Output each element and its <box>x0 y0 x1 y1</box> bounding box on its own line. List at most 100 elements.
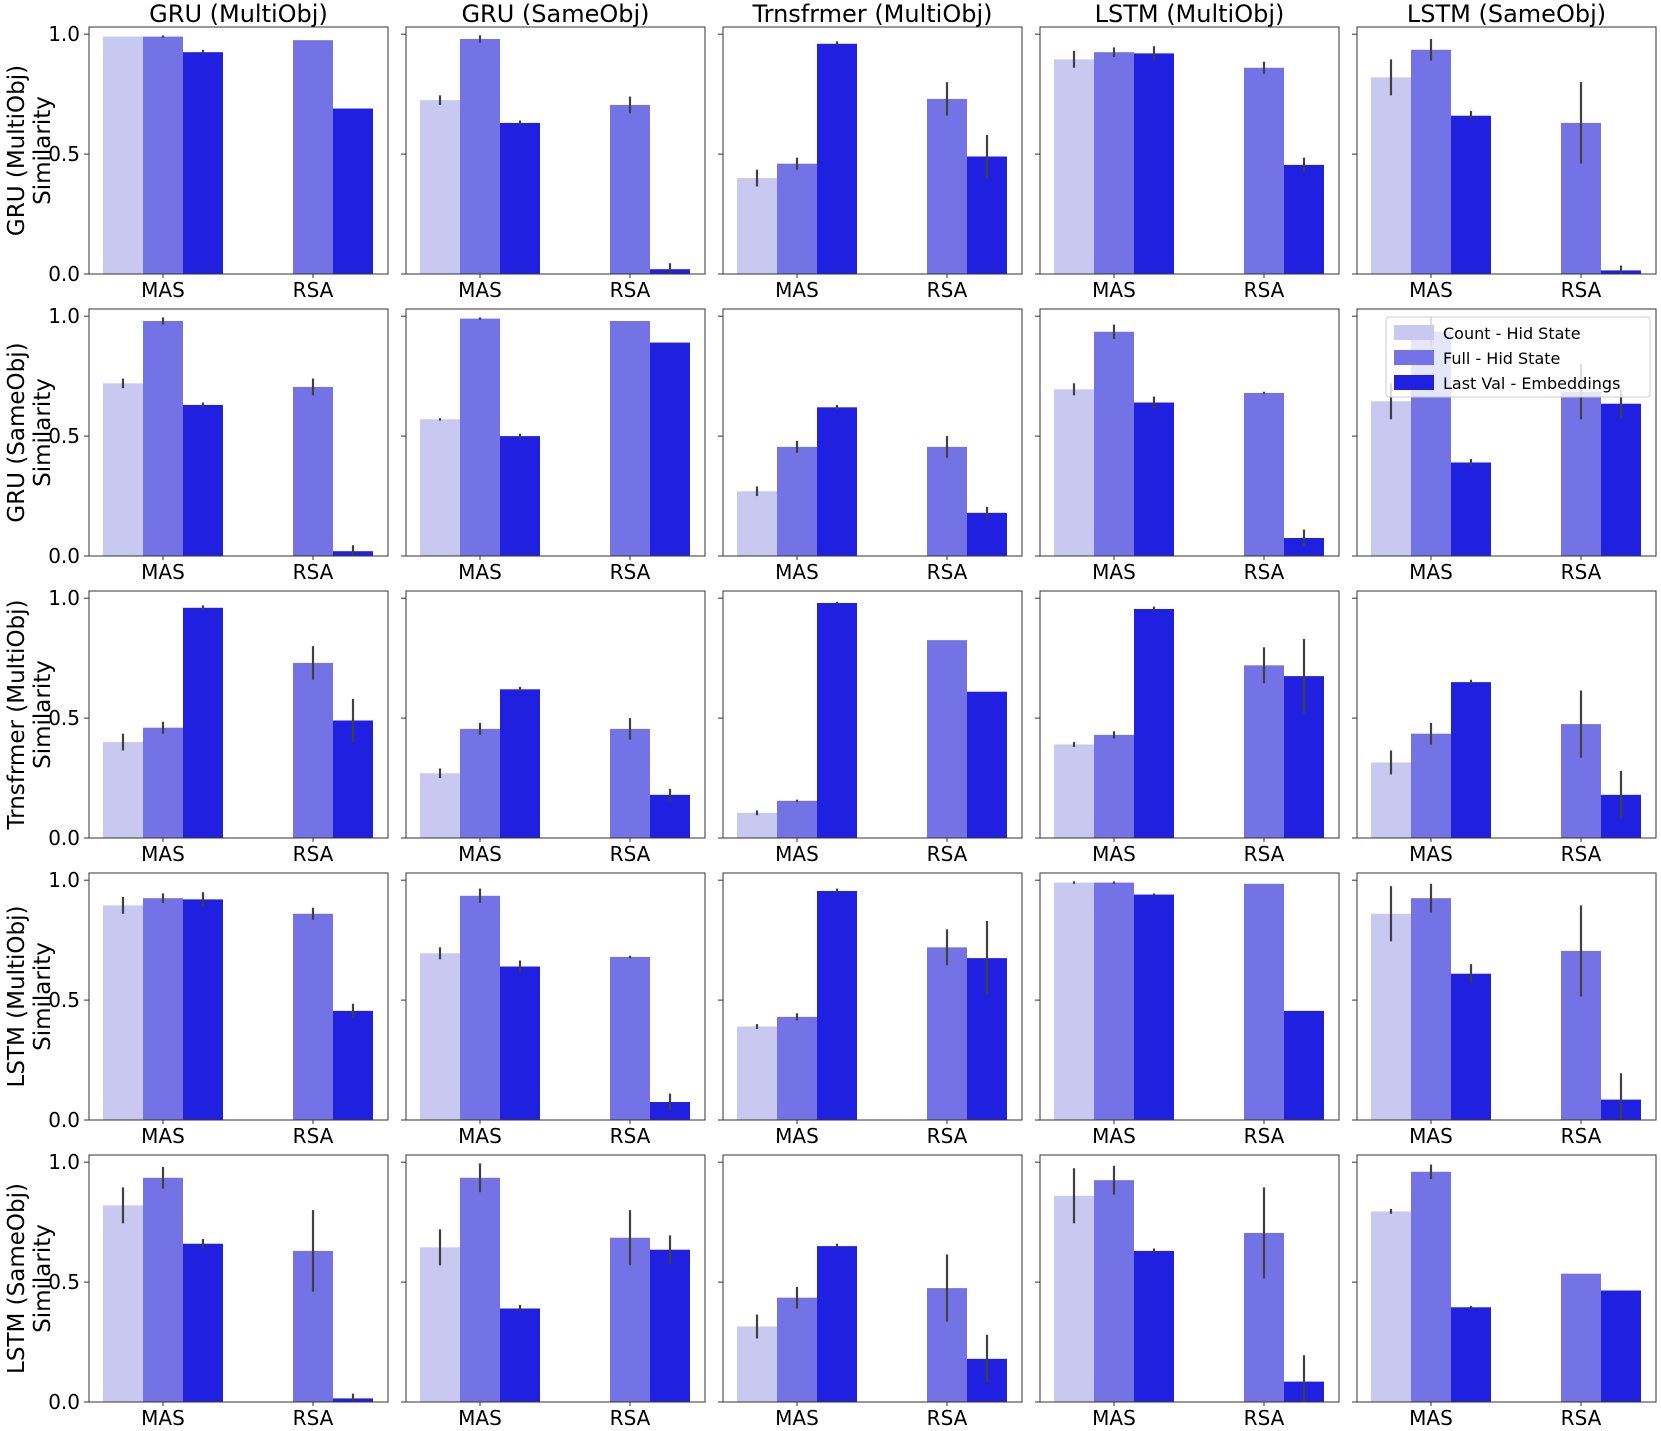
legend-swatch <box>1394 375 1434 390</box>
bar <box>967 512 1007 556</box>
panel: MAS RSA <box>1035 1154 1340 1430</box>
bar <box>737 812 777 838</box>
bar <box>1371 1211 1411 1402</box>
bar <box>460 38 500 274</box>
bar <box>143 320 183 556</box>
panel-frame <box>405 1154 706 1403</box>
bar <box>1094 734 1134 838</box>
y-tick-label: 0.5 <box>48 1270 80 1294</box>
bar <box>143 1177 183 1402</box>
y-tick-label: 1.0 <box>48 1150 80 1174</box>
x-tick-label: RSA <box>1244 560 1285 584</box>
panel-frame <box>722 1154 1023 1403</box>
bar <box>737 1026 777 1120</box>
x-tick-label: MAS <box>458 842 502 866</box>
x-tick-label: RSA <box>610 842 651 866</box>
panel-frame <box>1039 872 1340 1121</box>
bar <box>1411 733 1451 838</box>
x-tick-label: RSA <box>610 1124 651 1148</box>
bar <box>610 320 650 556</box>
legend-box <box>1385 316 1651 398</box>
bar <box>103 36 143 275</box>
bar <box>1134 894 1174 1120</box>
x-tick-label: MAS <box>1409 560 1453 584</box>
bar <box>737 491 777 556</box>
bar <box>460 318 500 556</box>
legend-swatch <box>1394 325 1434 340</box>
panel-frame <box>88 308 389 557</box>
panel: MAS RSA <box>401 308 706 584</box>
bar <box>183 607 223 838</box>
bar <box>610 104 650 274</box>
bar <box>1451 682 1491 838</box>
bar <box>777 800 817 838</box>
bar <box>293 662 333 838</box>
ylabel-similarity: Similarity <box>30 660 56 769</box>
bar <box>183 52 223 274</box>
bar <box>1451 462 1491 556</box>
panel-frame <box>1039 1154 1340 1403</box>
bar <box>1411 898 1451 1120</box>
bar <box>183 899 223 1120</box>
y-tick-label: 0.5 <box>48 142 80 166</box>
bar <box>967 691 1007 838</box>
x-tick-label: RSA <box>927 1406 968 1430</box>
bar <box>1244 67 1284 274</box>
panel: MAS RSA <box>1352 590 1657 866</box>
bar <box>1134 402 1174 556</box>
column-title: GRU (SameObj) <box>461 0 649 28</box>
bar <box>1601 403 1641 556</box>
panel: 0.0 0.5 1.0 MAS RSA <box>48 586 389 866</box>
row-ylabel: GRU (MultiObj) Similarity <box>4 65 56 236</box>
bar <box>1134 1250 1174 1402</box>
panel-frame <box>88 26 389 275</box>
bar <box>143 898 183 1120</box>
x-tick-label: MAS <box>1092 560 1136 584</box>
bar <box>500 436 540 556</box>
bar <box>650 342 690 556</box>
bar <box>1054 59 1094 275</box>
bar <box>1094 331 1134 556</box>
x-tick-label: RSA <box>610 1406 651 1430</box>
bar <box>1451 115 1491 275</box>
bar <box>927 947 967 1120</box>
x-tick-label: RSA <box>927 1124 968 1148</box>
x-tick-label: RSA <box>1244 278 1285 302</box>
bar <box>333 1010 373 1120</box>
bar <box>143 727 183 838</box>
bar <box>1371 913 1411 1120</box>
x-tick-label: MAS <box>1092 842 1136 866</box>
panel: MAS RSA <box>718 872 1023 1148</box>
panel: MAS RSA <box>718 590 1023 866</box>
row-ylabel: GRU (SameObj) Similarity <box>4 342 56 522</box>
x-tick-label: RSA <box>1244 842 1285 866</box>
bar <box>1451 973 1491 1120</box>
x-tick-label: MAS <box>141 278 185 302</box>
panel: 0.0 0.5 1.0 MAS RSA <box>48 868 389 1148</box>
x-tick-label: RSA <box>927 842 968 866</box>
panel-frame <box>405 26 706 275</box>
legend: Count - Hid State Full - Hid State Last Va… <box>1385 316 1651 398</box>
x-tick-label: MAS <box>1409 278 1453 302</box>
panel-frame <box>1356 308 1657 557</box>
column-title: LSTM (MultiObj) <box>1095 0 1285 28</box>
panel-frame <box>405 872 706 1121</box>
row-ylabel: LSTM (MultiObj) Similarity <box>4 906 56 1088</box>
x-tick-label: RSA <box>1244 1124 1285 1148</box>
bar <box>1411 49 1451 274</box>
x-tick-label: RSA <box>293 842 334 866</box>
x-tick-label: MAS <box>141 842 185 866</box>
bar <box>420 1247 460 1402</box>
panel: MAS RSA <box>1035 308 1340 584</box>
bar <box>1371 77 1411 274</box>
ylabel-model: LSTM (MultiObj) <box>4 906 30 1088</box>
x-tick-label: RSA <box>610 278 651 302</box>
y-tick-label: 0.0 <box>48 262 80 286</box>
x-tick-label: MAS <box>1092 1124 1136 1148</box>
ylabel-similarity: Similarity <box>30 1224 56 1333</box>
bar <box>183 1243 223 1402</box>
bar <box>1601 1290 1641 1402</box>
bar <box>1561 1273 1601 1402</box>
x-tick-label: RSA <box>293 278 334 302</box>
ylabel-model: LSTM (SameObj) <box>4 1183 30 1374</box>
